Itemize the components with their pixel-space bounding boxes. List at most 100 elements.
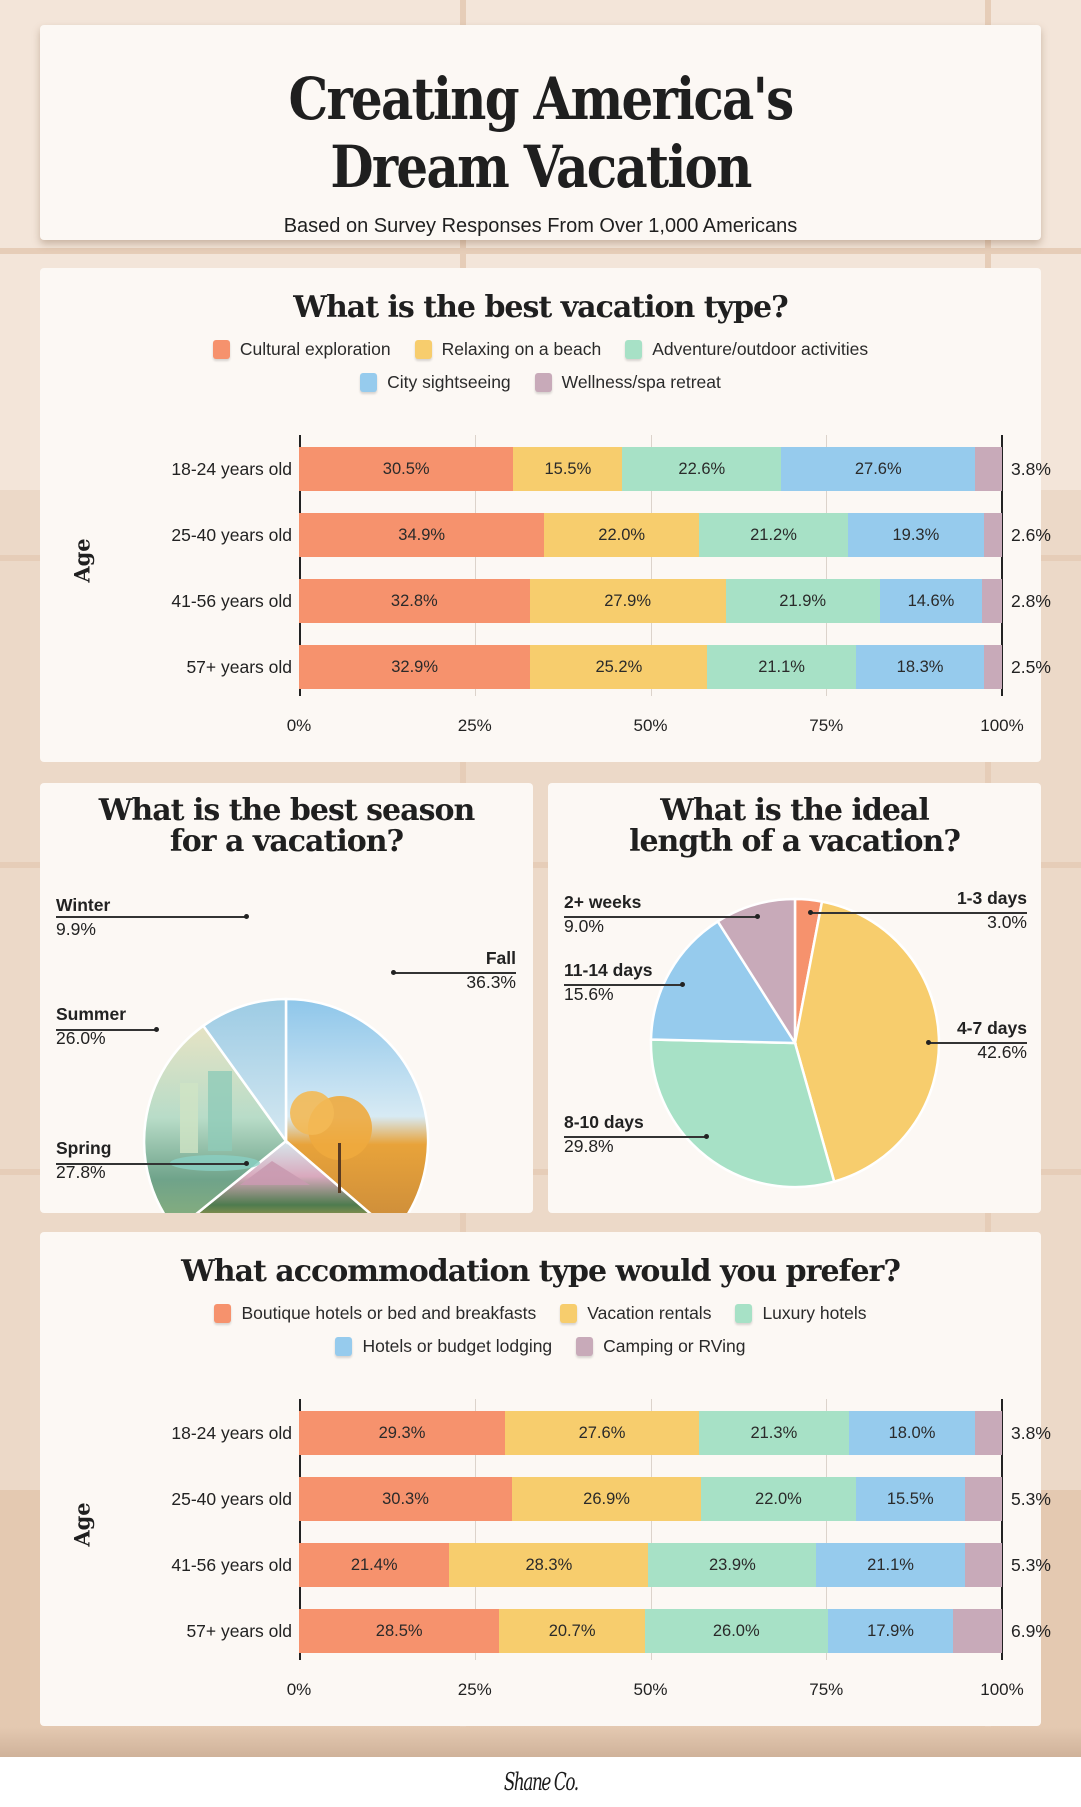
row-label: 57+ years old xyxy=(186,657,292,677)
season-label-winter: Winter 9.9% xyxy=(56,893,110,941)
legend-label: Luxury hotels xyxy=(762,1303,867,1323)
length-label-11-14-days: 11-14 days 15.6% xyxy=(564,958,653,1006)
bar-segment: 34.9% xyxy=(299,513,545,557)
summer-value: 26.0% xyxy=(56,1028,106,1048)
row-end-value: 6.9% xyxy=(1011,1621,1051,1641)
legend-label: Camping or RVing xyxy=(603,1336,746,1356)
shane-co-logo[interactable]: Shane Co. xyxy=(503,1768,579,1796)
fall-name: Fall xyxy=(485,948,516,968)
4-7-days-leader-line xyxy=(928,1042,1027,1044)
bar-segment: 25.2% xyxy=(530,645,708,689)
gridline xyxy=(474,1399,476,1660)
season-title: What is the best season for a vacation? xyxy=(40,793,533,859)
row-end-value: 3.8% xyxy=(1011,459,1051,479)
gridline xyxy=(826,1399,828,1660)
11-14-days-value: 15.6% xyxy=(564,984,614,1004)
axis-line xyxy=(299,1399,301,1660)
row-end-value: 2.6% xyxy=(1011,525,1051,545)
bar-segment: 30.3% xyxy=(299,1477,512,1521)
bar-segment: 26.0% xyxy=(644,1609,828,1653)
x-tick-label: 100% xyxy=(980,716,1024,735)
length-pie-chart xyxy=(649,897,941,1189)
winter-name: Winter xyxy=(56,895,111,915)
2-weeks-leader-dot xyxy=(755,914,760,919)
gridline xyxy=(826,435,828,696)
season-title-line-2: for a vacation? xyxy=(169,824,404,859)
vacation-type-title: What is the best vacation type? xyxy=(293,290,788,325)
x-tick-label: 50% xyxy=(633,716,668,735)
legend-item: Luxury hotels xyxy=(735,1303,867,1324)
stacked-bar: 28.5% 20.7% 26.0% 17.9% xyxy=(299,1609,1002,1653)
bar-segment: 28.3% xyxy=(449,1543,649,1587)
bar-segment: 21.3% xyxy=(698,1411,849,1455)
bar-segment: 27.9% xyxy=(529,579,726,623)
legend-swatch xyxy=(360,373,378,392)
legend-swatch xyxy=(212,340,230,359)
2-weeks-value: 9.0% xyxy=(564,916,604,936)
row-label: 41-56 years old xyxy=(171,591,292,611)
legend-label: Boutique hotels or bed and breakfasts xyxy=(241,1303,537,1323)
length-label-4-7-days: 4-7 days 42.6% xyxy=(908,1016,1027,1064)
legend-label: City sightseeing xyxy=(387,372,511,392)
legend-swatch xyxy=(576,1337,594,1356)
title-card: Creating America's Dream Vacation Based … xyxy=(40,25,1041,240)
4-7-days-leader-dot xyxy=(926,1040,931,1045)
x-tick-label: 0% xyxy=(286,716,312,735)
bar-segment: 19.3% xyxy=(848,513,984,557)
bar-segment xyxy=(982,579,1002,623)
season-label-fall: Fall 36.3% xyxy=(400,946,516,994)
bar-segment: 27.6% xyxy=(504,1411,699,1455)
season-title-line-1: What is the best season xyxy=(98,793,476,828)
spring-leader-line xyxy=(56,1163,246,1165)
x-tick-label: 25% xyxy=(457,1680,492,1699)
2-weeks-name: 2+ weeks xyxy=(564,892,642,912)
legend-item: Relaxing on a beach xyxy=(414,339,602,360)
accommodation-y-axis-title: Age xyxy=(69,1502,95,1547)
bar-segment: 18.0% xyxy=(848,1411,976,1455)
winter-value: 9.9% xyxy=(56,919,96,939)
legend-label: Cultural exploration xyxy=(239,339,391,359)
legend-swatch xyxy=(214,1304,232,1323)
8-10-days-leader-dot xyxy=(704,1134,709,1139)
x-tick-label: 100% xyxy=(980,1680,1024,1699)
bar-segment xyxy=(975,447,1002,491)
bar-segment: 15.5% xyxy=(513,447,623,491)
spring-name: Spring xyxy=(56,1138,112,1158)
season-label-spring: Spring 27.8% xyxy=(56,1136,111,1184)
length-title-line-2: length of a vacation? xyxy=(629,824,961,859)
legend-item: Adventure/outdoor activities xyxy=(625,339,868,360)
fall-leader-line xyxy=(393,972,516,974)
x-tick-label: 0% xyxy=(286,1680,312,1699)
row-end-value: 2.5% xyxy=(1011,657,1051,677)
season-pie-chart xyxy=(142,997,430,1213)
stacked-bar: 32.9% 25.2% 21.1% 18.3% xyxy=(299,645,1002,689)
bar-segment: 21.4% xyxy=(299,1543,450,1587)
x-tick-label: 50% xyxy=(633,1680,668,1699)
4-7-days-value: 42.6% xyxy=(977,1042,1027,1062)
bar-segment: 14.6% xyxy=(879,579,983,623)
2-weeks-leader-line xyxy=(564,916,757,918)
legend-swatch xyxy=(735,1304,753,1323)
1-3-days-leader-line xyxy=(810,912,1027,914)
row-label: 18-24 years old xyxy=(171,459,292,479)
length-title-line-1: What is the ideal xyxy=(660,793,929,828)
bar-segment: 15.5% xyxy=(855,1477,965,1521)
bar-segment xyxy=(964,1543,1002,1587)
summer-name: Summer xyxy=(56,1004,127,1024)
legend-swatch xyxy=(414,340,432,359)
row-label: 25-40 years old xyxy=(171,525,292,545)
vacation-type-legend: Cultural exploration Relaxing on a beach A… xyxy=(141,339,941,393)
legend-item: Cultural exploration xyxy=(212,339,391,360)
bar-segment: 22.6% xyxy=(622,447,782,491)
bar-segment: 29.3% xyxy=(299,1411,505,1455)
vacation-type-y-axis-title: Age xyxy=(69,538,95,583)
1-3-days-value: 3.0% xyxy=(987,912,1027,932)
accommodation-card: What accommodation type would you prefer… xyxy=(40,1232,1051,1726)
bar-segment: 23.9% xyxy=(648,1543,817,1587)
row-label: 41-56 years old xyxy=(171,1555,292,1575)
bar-segment: 32.8% xyxy=(299,579,530,623)
legend-item: Camping or RVing xyxy=(576,1336,746,1357)
length-label-2-weeks: 2+ weeks 9.0% xyxy=(564,890,641,938)
legend-label: Relaxing on a beach xyxy=(441,339,602,359)
bar-segment: 22.0% xyxy=(701,1477,856,1521)
